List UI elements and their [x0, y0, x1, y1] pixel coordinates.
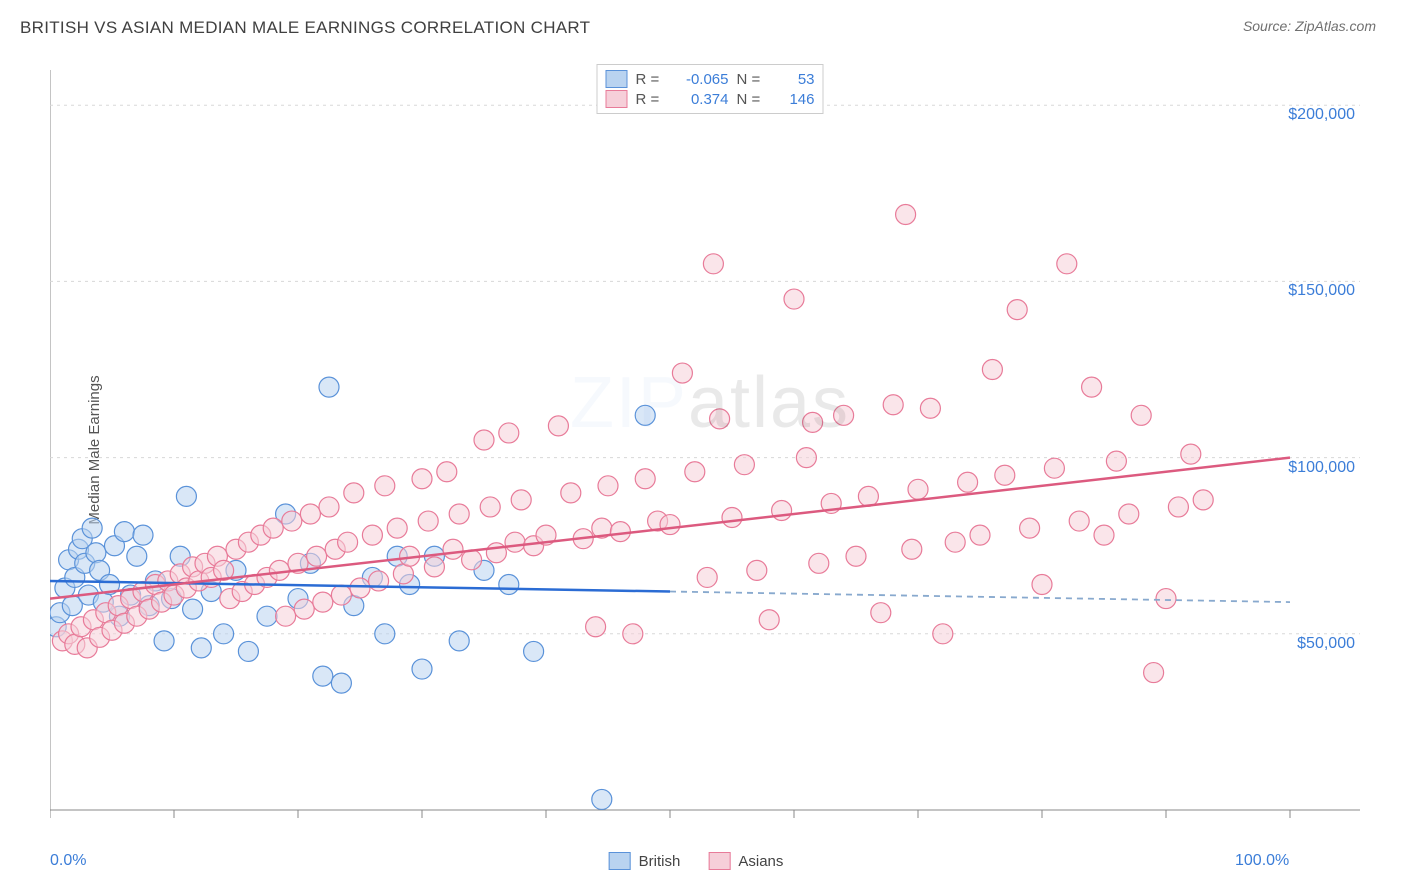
legend-swatch [606, 70, 628, 88]
legend-label: Asians [738, 853, 783, 870]
stat-r-value: 0.374 [674, 91, 729, 108]
stats-legend: R = -0.065 N = 53 R = 0.374 N = 146 [597, 64, 824, 114]
legend-swatch [708, 852, 730, 870]
chart-area: Median Male Earnings ZIPatlas R =-0.065N… [50, 60, 1370, 840]
scatter-plot [50, 60, 1370, 840]
legend-swatch [606, 90, 628, 108]
stat-r-value: -0.065 [674, 71, 729, 88]
legend-swatch [609, 852, 631, 870]
y-tick-label: $150,000 [1288, 282, 1355, 300]
y-tick-label: $100,000 [1288, 459, 1355, 477]
legend-item: Asians [708, 852, 783, 870]
stat-r-label: R = [636, 91, 666, 108]
stat-n-value: 53 [775, 71, 815, 88]
legend-label: British [639, 853, 681, 870]
stat-n-label: N = [737, 91, 767, 108]
chart-title: BRITISH VS ASIAN MEDIAN MALE EARNINGS CO… [20, 18, 590, 38]
bottom-legend: British Asians [609, 852, 784, 870]
stats-row: R = 0.374 N = 146 [606, 89, 815, 109]
source-label: Source: ZipAtlas.com [1243, 18, 1376, 34]
x-tick-label: 0.0% [50, 852, 86, 870]
x-tick-label: 100.0% [1235, 852, 1289, 870]
stat-n-label: N = [737, 71, 767, 88]
stats-row: R = -0.065 N = 53 [606, 69, 815, 89]
y-tick-label: $200,000 [1288, 106, 1355, 124]
stat-n-value: 146 [775, 91, 815, 108]
stat-r-label: R = [636, 71, 666, 88]
y-tick-label: $50,000 [1297, 635, 1355, 653]
legend-item: British [609, 852, 681, 870]
